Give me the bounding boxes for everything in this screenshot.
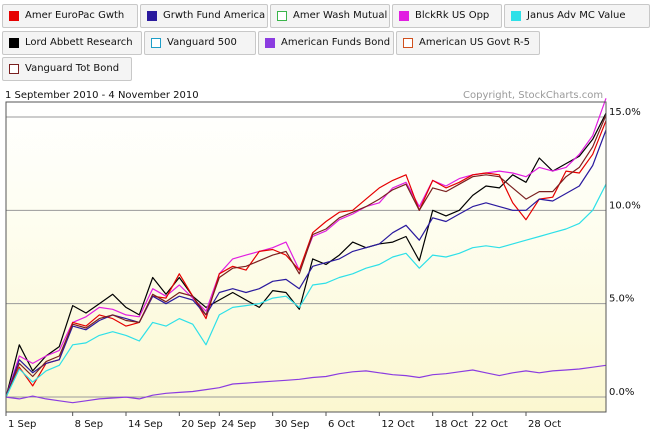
x-tick-label: 1 Sep	[8, 419, 36, 430]
plot-border	[5, 101, 607, 413]
legend-item-vanguard-tot-bond[interactable]: Vanguard Tot Bond	[2, 57, 132, 81]
legend-swatch	[9, 38, 19, 48]
legend-item-american-us-govt-r5[interactable]: American US Govt R-5	[396, 31, 540, 55]
legend-label: Lord Abbett Research	[25, 37, 133, 48]
x-tick-label: 28 Oct	[528, 419, 561, 430]
y-tick-label: 0.0%	[609, 387, 634, 398]
legend-swatch	[399, 11, 409, 21]
legend-swatch	[9, 64, 19, 74]
x-tick-label: 24 Sep	[221, 419, 256, 430]
date-range: 1 September 2010 - 4 November 2010	[5, 90, 199, 101]
legend-label: Amer EuroPac Gwth	[25, 10, 125, 21]
series-lines	[5, 98, 607, 404]
x-tick-label: 8 Sep	[75, 419, 103, 430]
y-tick-label: 15.0%	[609, 107, 641, 118]
legend-swatch	[265, 38, 275, 48]
plot-background	[6, 102, 606, 412]
legend-label: BlckRk US Opp	[415, 10, 490, 21]
series-line-janus-adv-mc-value	[5, 183, 607, 398]
x-tick-label: 30 Sep	[275, 419, 310, 430]
legend-item-blckrk-us-opp[interactable]: BlckRk US Opp	[392, 4, 502, 28]
legend-label: Vanguard 500	[167, 37, 237, 48]
legend-item-amer-europac-gwth[interactable]: Amer EuroPac Gwth	[2, 4, 138, 28]
legend-item-lord-abbett-research[interactable]: Lord Abbett Research	[2, 31, 142, 55]
x-tick-label: 18 Oct	[435, 419, 468, 430]
series-line-lord-abbett-research	[5, 112, 607, 398]
legend-item-american-funds-bond[interactable]: American Funds Bond	[258, 31, 394, 55]
x-tick-label: 22 Oct	[475, 419, 508, 430]
legend-label: American US Govt R-5	[419, 37, 531, 48]
copyright: Copyright, StockCharts.com	[463, 90, 604, 101]
legend-item-grwth-fund-america[interactable]: Grwth Fund America	[140, 4, 268, 28]
y-axis: 0.0% 5.0% 10.0% 15.0%	[609, 107, 641, 398]
legend-swatch	[277, 11, 287, 21]
legend-item-amer-wash-mutual[interactable]: Amer Wash Mutual	[270, 4, 390, 28]
series-line-american-funds-bond	[5, 364, 607, 404]
y-tick-label: 10.0%	[609, 200, 641, 211]
x-tick-label: 20 Sep	[181, 419, 216, 430]
x-tick-label: 6 Oct	[328, 419, 355, 430]
x-axis: 1 Sep 8 Sep 14 Sep 20 Sep 24 Sep 30 Sep 6 Oct 1…	[5, 412, 561, 430]
legend-swatch	[403, 38, 413, 48]
legend-item-vanguard-500[interactable]: Vanguard 500	[144, 31, 256, 55]
legend-swatch	[511, 11, 521, 21]
legend-swatch	[147, 11, 157, 21]
legend: Amer EuroPac Gwth Grwth Fund America Ame…	[0, 0, 652, 82]
x-tick-label: 14 Sep	[128, 419, 163, 430]
legend-label: Amer Wash Mutual	[293, 10, 388, 21]
legend-item-janus-adv-mc-value[interactable]: Janus Adv MC Value	[504, 4, 650, 28]
legend-swatch	[151, 38, 161, 48]
legend-label: Vanguard Tot Bond	[25, 63, 120, 74]
x-tick-label: 12 Oct	[381, 419, 414, 430]
legend-label: American Funds Bond	[281, 37, 391, 48]
series-line-grwth-fund-america	[5, 129, 607, 398]
series-line-vanguard-tot-bond	[5, 114, 607, 398]
legend-label: Janus Adv MC Value	[527, 10, 626, 21]
legend-label: Grwth Fund America	[163, 10, 266, 21]
legend-swatch	[9, 11, 19, 21]
grid	[6, 116, 606, 398]
y-tick-label: 5.0%	[609, 294, 634, 305]
